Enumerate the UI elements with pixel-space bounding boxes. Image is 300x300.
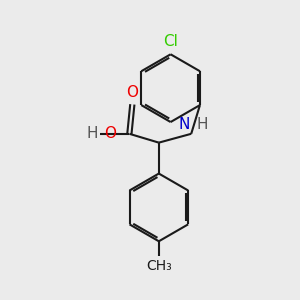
Text: O: O [104,126,116,141]
Text: O: O [126,85,138,100]
Text: CH₃: CH₃ [146,259,172,273]
Text: Cl: Cl [163,34,178,49]
Text: N: N [178,117,190,132]
Text: H: H [87,126,98,141]
Text: H: H [196,117,208,132]
